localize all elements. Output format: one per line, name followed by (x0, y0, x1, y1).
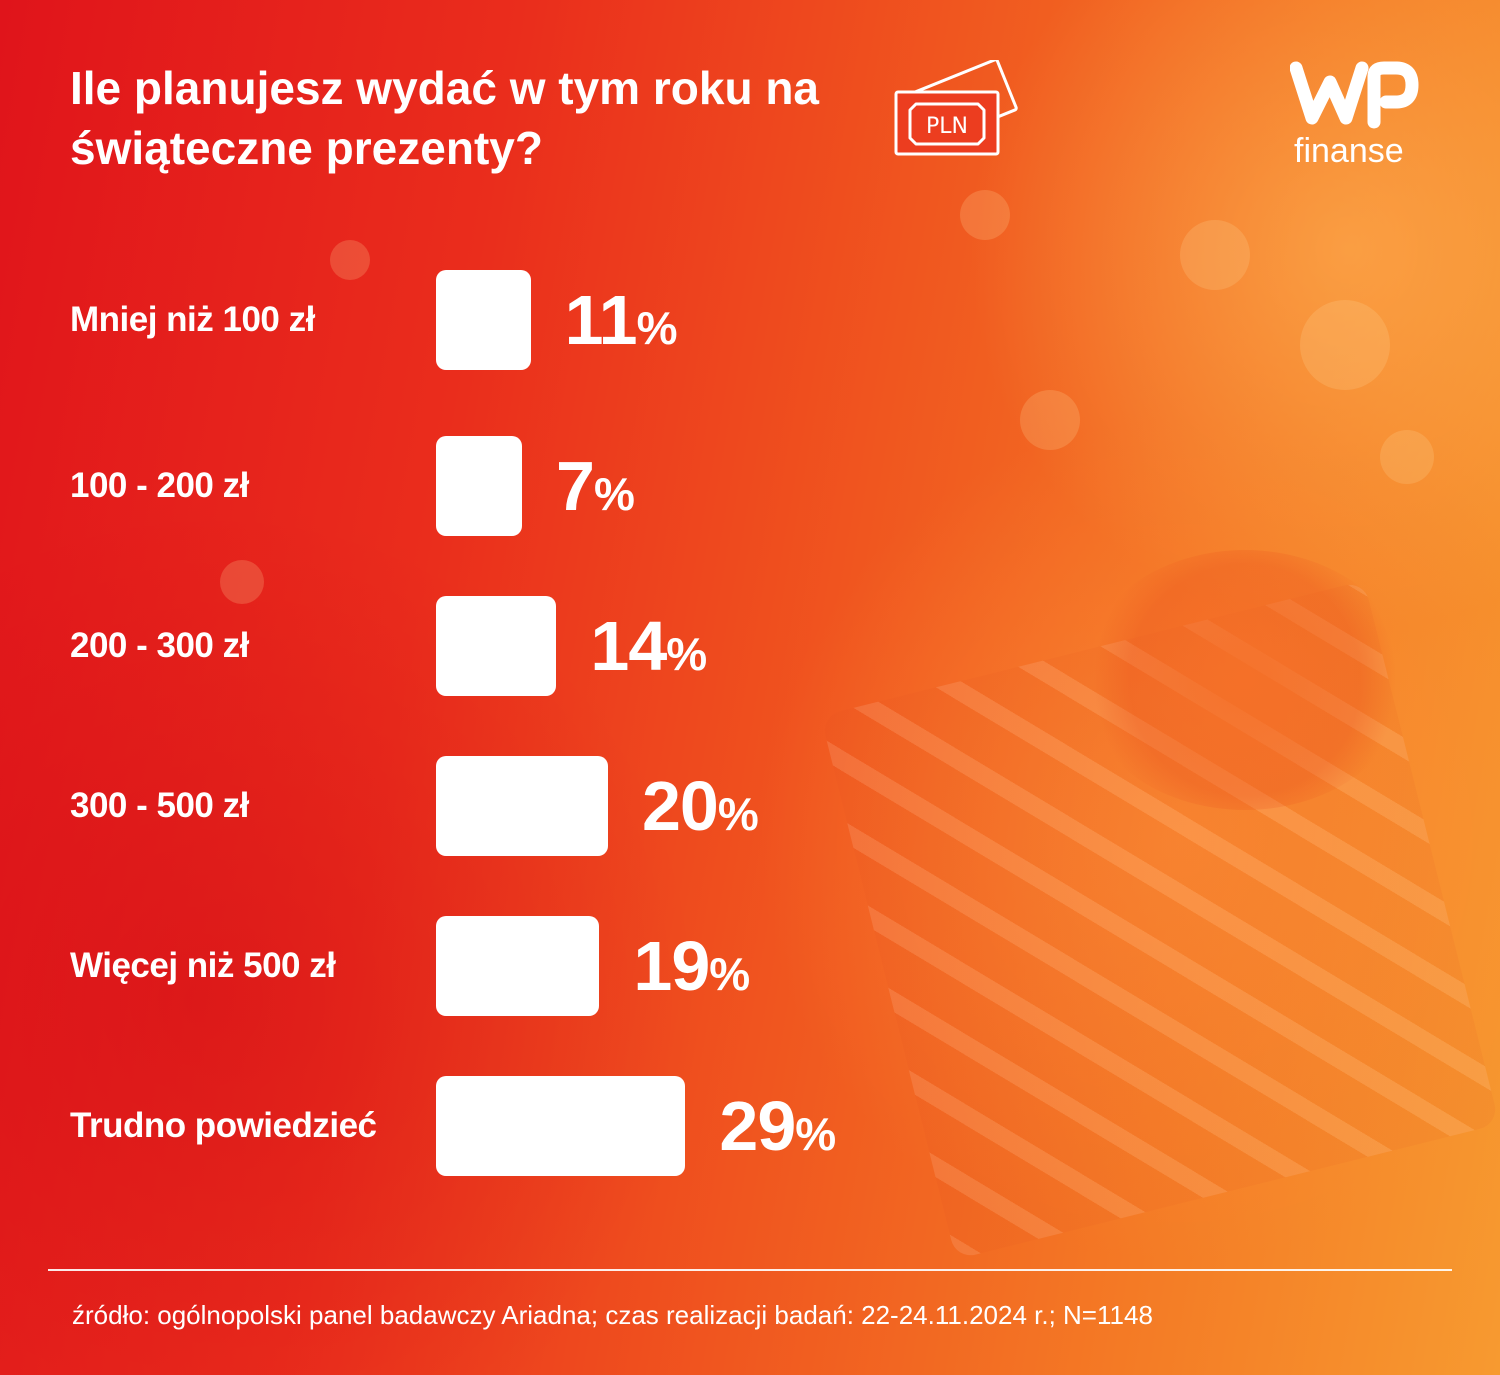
bar (436, 436, 522, 536)
value-number: 29 (719, 1087, 796, 1165)
value-number: 11 (564, 281, 638, 359)
bar-row: Mniej niż 100 zł 11% (0, 270, 1500, 370)
value-unit: % (717, 788, 759, 840)
gift-bow-decoration (1080, 550, 1410, 810)
bar-row: 200 - 300 zł 14% (0, 596, 1500, 696)
category-label: 300 - 500 zł (70, 786, 249, 825)
value-label: 20% (642, 756, 759, 856)
bar-row: 300 - 500 zł 20% (0, 756, 1500, 856)
value-unit: % (593, 468, 635, 520)
bokeh-light (220, 560, 264, 604)
value-number: 20 (642, 767, 719, 845)
category-label: 100 - 200 zł (70, 466, 249, 505)
category-label: Więcej niż 500 zł (70, 946, 336, 985)
brand-name: finanse (1294, 132, 1404, 170)
value-label: 14% (590, 596, 707, 696)
bar-row: 100 - 200 zł 7% (0, 436, 1500, 536)
bokeh-light (1180, 220, 1250, 290)
value-number: 7 (556, 447, 595, 525)
category-label: Trudno powiedzieć (70, 1106, 377, 1145)
bar (436, 270, 531, 370)
value-label: 7% (556, 436, 635, 536)
banknote-icon: PLN (894, 60, 1018, 156)
bokeh-light (960, 190, 1010, 240)
value-label: 29% (719, 1076, 836, 1176)
divider (48, 1269, 1452, 1271)
bar (436, 1076, 686, 1176)
bokeh-light (1380, 430, 1434, 484)
bar-row: Więcej niż 500 zł 19% (0, 916, 1500, 1016)
bokeh-light (330, 240, 370, 280)
bokeh-light (1300, 300, 1390, 390)
bokeh-light (1020, 390, 1080, 450)
value-unit: % (709, 948, 751, 1000)
bar (436, 916, 600, 1016)
bar-row: Trudno powiedzieć 29% (0, 1076, 1500, 1176)
value-number: 14 (590, 607, 667, 685)
category-label: Mniej niż 100 zł (70, 300, 315, 339)
value-label: 19% (633, 916, 750, 1016)
category-label: 200 - 300 zł (70, 626, 249, 665)
source-note: źródło: ogólnopolski panel badawczy Aria… (72, 1300, 1153, 1330)
value-label: 11% (565, 270, 678, 370)
value-unit: % (795, 1108, 837, 1160)
value-unit: % (636, 302, 678, 354)
bar (436, 596, 557, 696)
wp-logo (1290, 61, 1419, 129)
pln-label: PLN (926, 114, 968, 139)
bar (436, 756, 608, 856)
value-number: 19 (633, 927, 710, 1005)
chart-title: Ile planujesz wydać w tym roku na świąte… (70, 62, 820, 174)
value-unit: % (666, 628, 708, 680)
